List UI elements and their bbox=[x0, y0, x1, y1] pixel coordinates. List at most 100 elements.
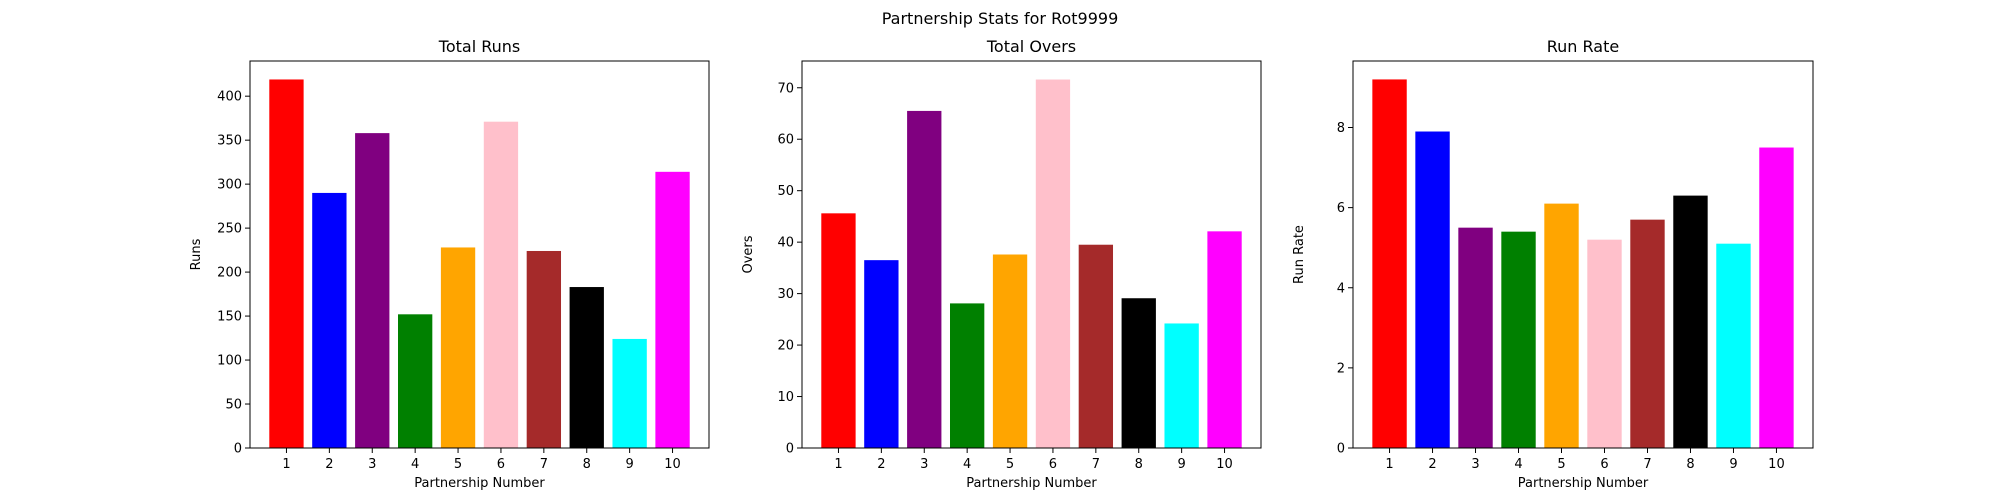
x-tick-label: 1 bbox=[282, 457, 290, 472]
bar-8 bbox=[1673, 195, 1708, 448]
chart-title: Total Runs bbox=[438, 37, 520, 56]
bar-10 bbox=[1759, 147, 1794, 448]
x-tick-label: 6 bbox=[497, 457, 505, 472]
x-tick-label: 7 bbox=[1643, 457, 1651, 472]
bar-1 bbox=[1372, 79, 1407, 449]
y-tick-label: 50 bbox=[777, 184, 794, 199]
y-axis-label: Run Rate bbox=[1292, 225, 1307, 284]
bar-3 bbox=[355, 133, 390, 448]
bar-6 bbox=[1035, 79, 1071, 448]
x-tick-label: 4 bbox=[411, 457, 419, 472]
figure-suptitle: Partnership Stats for Rot9999 bbox=[882, 9, 1119, 28]
bar-2 bbox=[864, 260, 899, 448]
x-tick-label: 3 bbox=[1471, 457, 1479, 472]
bar-2 bbox=[312, 192, 347, 448]
x-tick-label: 1 bbox=[1385, 457, 1393, 472]
x-tick-label: 8 bbox=[583, 457, 591, 472]
y-tick-label: 200 bbox=[217, 266, 242, 281]
y-tick-label: 300 bbox=[217, 178, 242, 193]
y-tick-label: 8 bbox=[1337, 121, 1345, 136]
x-axis-label: Partnership Number bbox=[414, 476, 545, 491]
y-tick-label: 60 bbox=[777, 133, 794, 148]
bar-3 bbox=[907, 110, 942, 449]
y-tick-label: 0 bbox=[786, 442, 794, 457]
y-tick-label: 6 bbox=[1337, 201, 1345, 216]
y-tick-label: 0 bbox=[234, 442, 242, 457]
x-axis-label: Partnership Number bbox=[1518, 476, 1649, 491]
bar-9 bbox=[1164, 323, 1199, 448]
y-tick-label: 4 bbox=[1337, 281, 1345, 296]
y-tick-label: 10 bbox=[777, 390, 794, 405]
chart-title: Total Overs bbox=[986, 37, 1076, 56]
bar-9 bbox=[612, 338, 647, 448]
bar-4 bbox=[398, 314, 433, 448]
bar-10 bbox=[1207, 231, 1242, 448]
plot-frame bbox=[1352, 60, 1814, 449]
x-tick-label: 2 bbox=[325, 457, 333, 472]
x-tick-label: 5 bbox=[1557, 457, 1565, 472]
bar-2 bbox=[1415, 131, 1450, 448]
bar-4 bbox=[950, 303, 985, 448]
x-tick-label: 3 bbox=[368, 457, 376, 472]
y-axis-label: Runs bbox=[189, 238, 204, 270]
bar-9 bbox=[1716, 243, 1751, 448]
x-tick-label: 8 bbox=[1135, 457, 1143, 472]
chart-panel-2: 1 2 3 4 5 6 7 8 9 10 0 10 20 30 40 50 60 70 Total Overs Par… bbox=[741, 37, 1262, 491]
y-tick-label: 250 bbox=[217, 222, 242, 237]
x-tick-label: 10 bbox=[664, 457, 681, 472]
y-tick-label: 2 bbox=[1337, 361, 1345, 376]
chart-panel-3: 1 2 3 4 5 6 7 8 9 10 0 2 4 6 8 Run Rate Partnership Numb… bbox=[1292, 37, 1814, 491]
y-axis-label: Overs bbox=[741, 235, 756, 273]
x-tick-label: 6 bbox=[1049, 457, 1057, 472]
x-tick-label: 10 bbox=[1216, 457, 1233, 472]
bar-7 bbox=[1078, 244, 1114, 448]
x-tick-label: 9 bbox=[625, 457, 633, 472]
bar-6 bbox=[483, 121, 519, 448]
bar-7 bbox=[1630, 219, 1665, 448]
x-tick-label: 3 bbox=[920, 457, 928, 472]
bar-8 bbox=[1121, 298, 1156, 448]
x-tick-label: 10 bbox=[1768, 457, 1785, 472]
plot-frame bbox=[249, 60, 710, 449]
y-tick-label: 50 bbox=[225, 398, 242, 413]
x-tick-label: 9 bbox=[1177, 457, 1185, 472]
x-tick-label: 1 bbox=[834, 457, 842, 472]
x-tick-label: 5 bbox=[454, 457, 462, 472]
bar-6 bbox=[1587, 239, 1622, 448]
x-tick-label: 8 bbox=[1686, 457, 1694, 472]
y-tick-label: 350 bbox=[217, 134, 242, 149]
y-tick-label: 0 bbox=[1337, 442, 1345, 457]
x-tick-label: 7 bbox=[540, 457, 548, 472]
x-tick-label: 4 bbox=[963, 457, 971, 472]
y-tick-label: 20 bbox=[777, 339, 794, 354]
x-tick-label: 7 bbox=[1092, 457, 1100, 472]
x-axis-label: Partnership Number bbox=[966, 476, 1097, 491]
bar-8 bbox=[569, 287, 604, 448]
x-tick-label: 4 bbox=[1514, 457, 1522, 472]
bar-5 bbox=[1544, 203, 1579, 448]
y-tick-label: 400 bbox=[217, 90, 242, 105]
chart-panel-1: 1 2 3 4 5 6 7 8 9 10050100150200250300350400Total… bbox=[189, 37, 710, 491]
bar-1 bbox=[269, 79, 304, 448]
x-tick-label: 2 bbox=[877, 457, 885, 472]
y-tick-label: 70 bbox=[777, 81, 794, 96]
y-tick-label: 100 bbox=[217, 354, 242, 369]
bar-3 bbox=[1458, 227, 1493, 448]
x-tick-label: 9 bbox=[1729, 457, 1737, 472]
y-tick-label: 30 bbox=[777, 287, 794, 302]
y-tick-label: 40 bbox=[777, 236, 794, 251]
x-tick-label: 2 bbox=[1428, 457, 1436, 472]
y-tick-label: 150 bbox=[217, 310, 242, 325]
chart-title: Run Rate bbox=[1547, 37, 1619, 56]
bar-4 bbox=[1501, 231, 1536, 448]
bar-1 bbox=[821, 213, 856, 448]
x-tick-label: 5 bbox=[1006, 457, 1014, 472]
plot-frame bbox=[801, 60, 1262, 449]
x-tick-label: 6 bbox=[1600, 457, 1608, 472]
bar-5 bbox=[440, 247, 476, 448]
bar-10 bbox=[655, 171, 690, 448]
bar-5 bbox=[992, 254, 1028, 448]
bar-7 bbox=[526, 250, 562, 448]
